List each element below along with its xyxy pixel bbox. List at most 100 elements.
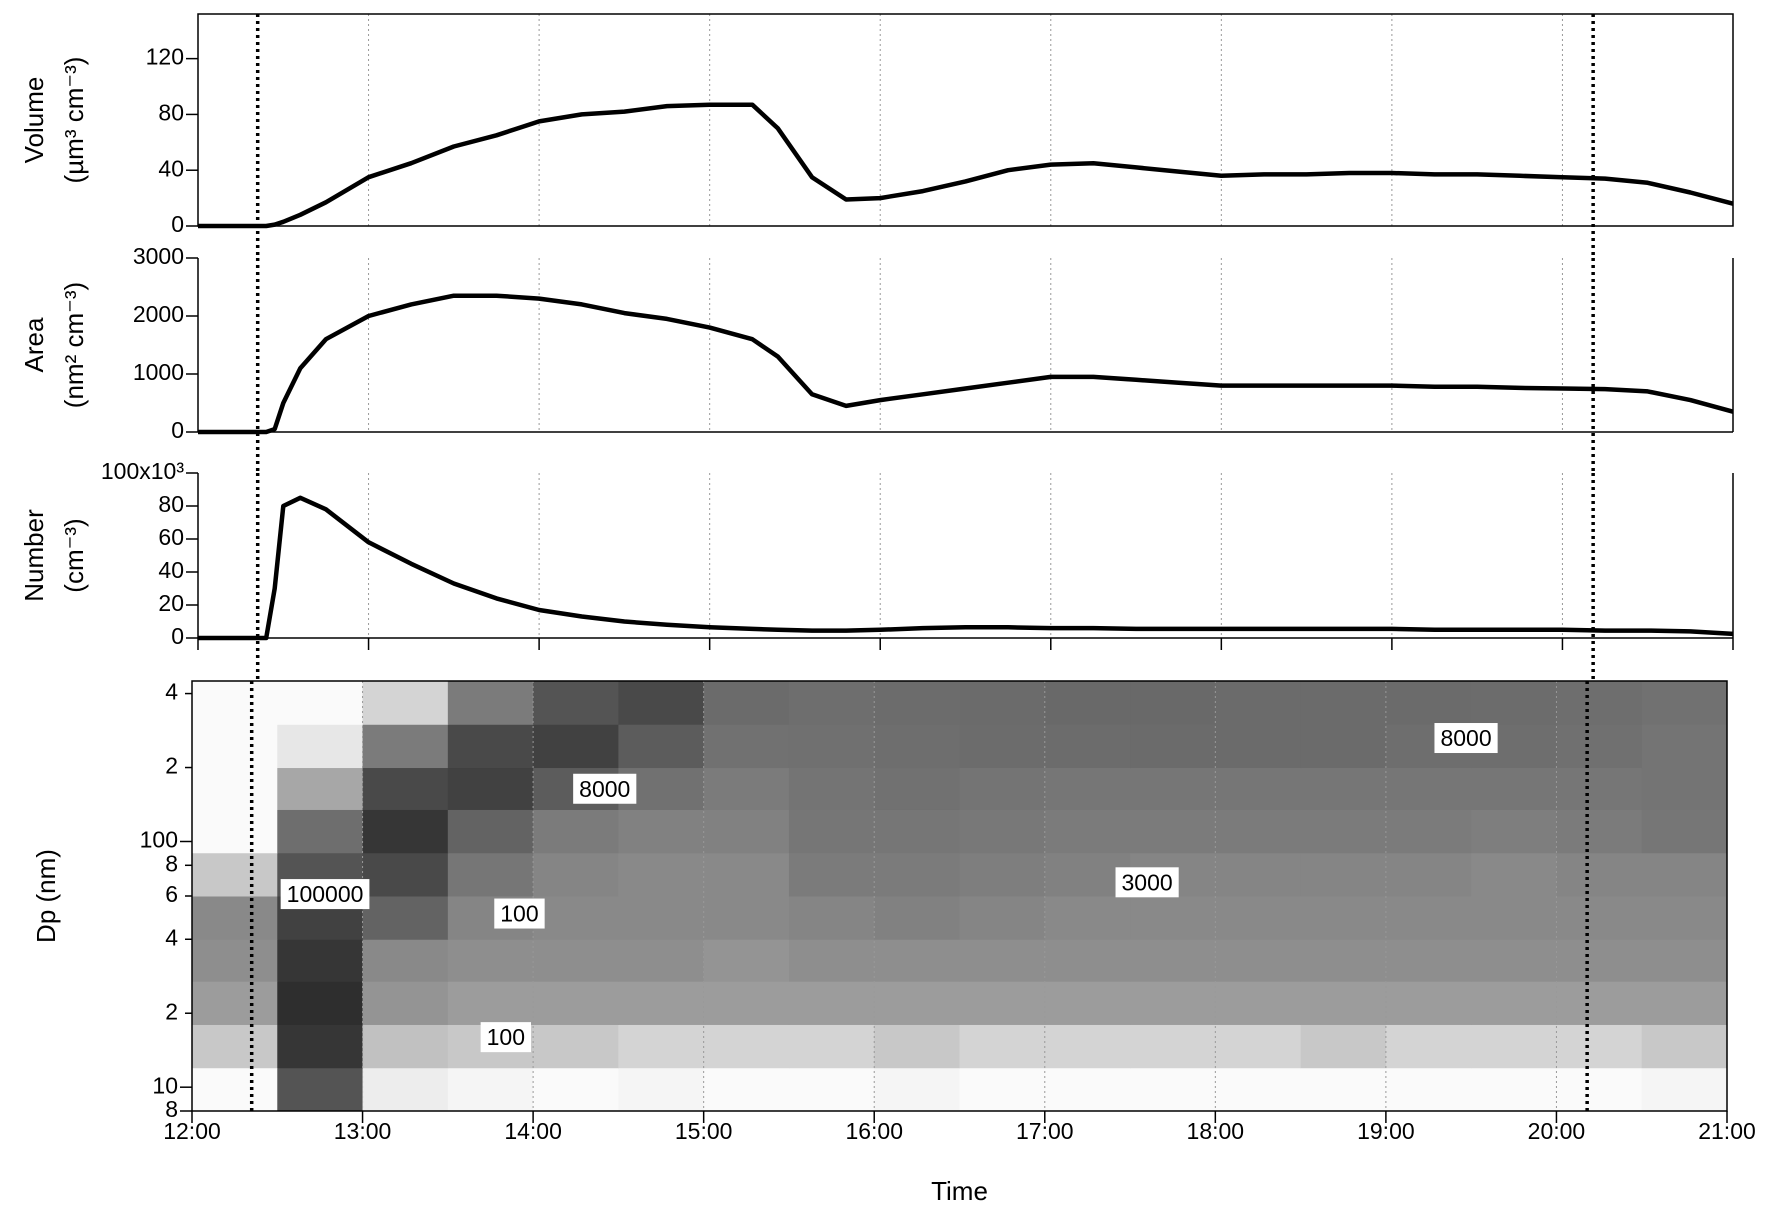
x-tick-label: 14:00 <box>504 1118 562 1144</box>
heatmap-cell <box>959 896 1046 940</box>
heatmap-cell <box>1215 939 1302 982</box>
heatmap-cell <box>703 852 790 897</box>
heatmap-cell <box>192 852 278 897</box>
heatmap-cell <box>1130 681 1216 725</box>
heatmap <box>192 681 1727 1111</box>
heatmap-cell <box>1044 896 1131 940</box>
heatmap-cell <box>874 1024 960 1069</box>
heatmap-cell <box>788 939 875 982</box>
heatmap-cell <box>362 1024 449 1069</box>
x-tick-label: 21:00 <box>1698 1118 1756 1144</box>
heatmap-cell <box>1215 896 1302 940</box>
contour-label-bg <box>573 773 637 804</box>
heatmap-cell <box>1471 852 1557 897</box>
y-tick-label: 0 <box>171 623 184 649</box>
heatmap-cell <box>703 1067 790 1111</box>
contour-label-bg <box>1115 867 1179 898</box>
heatmap-cell <box>1385 767 1472 810</box>
heatmap-cell <box>1641 939 1727 982</box>
y-axis-title: Volume <box>19 77 49 164</box>
heatmap-cell <box>1300 1067 1387 1111</box>
heatmap-cell <box>192 681 278 725</box>
heatmap-cell <box>277 939 364 982</box>
heatmap-cell <box>533 809 619 854</box>
heatmap-cell <box>1300 809 1387 854</box>
heatmap-cell <box>277 767 364 810</box>
heatmap-cell <box>1471 981 1557 1025</box>
x-tick-label: 20:00 <box>1528 1118 1586 1144</box>
heatmap-cell <box>277 724 364 769</box>
heatmap-cell <box>533 896 619 940</box>
heatmap-cell <box>1385 1067 1472 1111</box>
heatmap-cell <box>447 852 534 897</box>
heatmap-cell <box>1044 809 1131 854</box>
y-tick-label: 10 <box>152 1072 178 1098</box>
heatmap-cell <box>1044 767 1131 810</box>
plot-frame <box>197 13 1734 227</box>
heatmap-cell <box>1130 896 1216 940</box>
heatmap-cell <box>1385 681 1472 725</box>
heatmap-cell <box>192 939 278 982</box>
heatmap-cell <box>362 681 449 725</box>
y-tick-label: 6 <box>165 881 178 907</box>
heatmap-cell <box>703 681 790 725</box>
heatmap-cell <box>1300 724 1387 769</box>
heatmap-cell <box>1215 767 1302 810</box>
heatmap-cell <box>362 809 449 854</box>
x-axis-title: Time <box>931 1176 988 1206</box>
heatmap-cell <box>1044 981 1131 1025</box>
x-tick-label: 19:00 <box>1357 1118 1415 1144</box>
heatmap-cell <box>1215 852 1302 897</box>
heatmap-cell <box>959 767 1046 810</box>
heatmap-cell <box>1641 852 1727 897</box>
heatmap-cell <box>1044 724 1131 769</box>
heatmap-cell <box>1130 939 1216 982</box>
heatmap-cell <box>959 852 1046 897</box>
heatmap-cell <box>447 1067 534 1111</box>
heatmap-cell <box>1556 724 1643 769</box>
heatmap-cell <box>959 1024 1046 1069</box>
heatmap-cell <box>959 681 1046 725</box>
heatmap-cell <box>1215 724 1302 769</box>
heatmap-cell <box>533 852 619 897</box>
heatmap-cell <box>618 681 705 725</box>
heatmap-cell <box>447 681 534 725</box>
heatmap-cell <box>1556 852 1643 897</box>
heatmap-cell <box>1471 681 1557 725</box>
heatmap-cell <box>192 896 278 940</box>
y-tick-label: 2 <box>165 753 178 779</box>
y-tick-label: 3000 <box>133 243 184 269</box>
heatmap-cell <box>618 1067 705 1111</box>
heatmap-cell <box>874 681 960 725</box>
heatmap-cell <box>1300 767 1387 810</box>
heatmap-cell <box>788 767 875 810</box>
y-tick-label: 8 <box>165 1096 178 1122</box>
y-tick-label: 0 <box>171 211 184 237</box>
y-tick-label: 4 <box>165 679 178 705</box>
heatmap-cell <box>362 939 449 982</box>
heatmap-cell <box>618 896 705 940</box>
heatmap-cell <box>1215 981 1302 1025</box>
heatmap-cell <box>1556 681 1643 725</box>
heatmap-cell <box>788 809 875 854</box>
heatmap-cell <box>1385 852 1472 897</box>
y-axis-title: (nm² cm⁻³) <box>59 282 89 408</box>
heatmap-cell <box>1471 896 1557 940</box>
plot-frame <box>191 680 1728 1112</box>
heatmap-cell <box>1215 1024 1302 1069</box>
y-axis-title: Number <box>19 509 49 602</box>
heatmap-cell <box>1641 981 1727 1025</box>
y-tick-label: 1000 <box>133 359 184 385</box>
heatmap-cell <box>362 981 449 1025</box>
heatmap-cell <box>1556 809 1643 854</box>
y-tick-label: 20 <box>158 590 184 616</box>
heatmap-cell <box>1300 939 1387 982</box>
heatmap-cell <box>788 896 875 940</box>
contour-label-bg <box>494 898 545 929</box>
heatmap-cell <box>1215 809 1302 854</box>
y-tick-label: 40 <box>158 155 184 181</box>
y-tick-label: 60 <box>158 524 184 550</box>
heatmap-cell <box>703 809 790 854</box>
y-tick-label: 4 <box>165 924 178 950</box>
heatmap-cell <box>618 809 705 854</box>
